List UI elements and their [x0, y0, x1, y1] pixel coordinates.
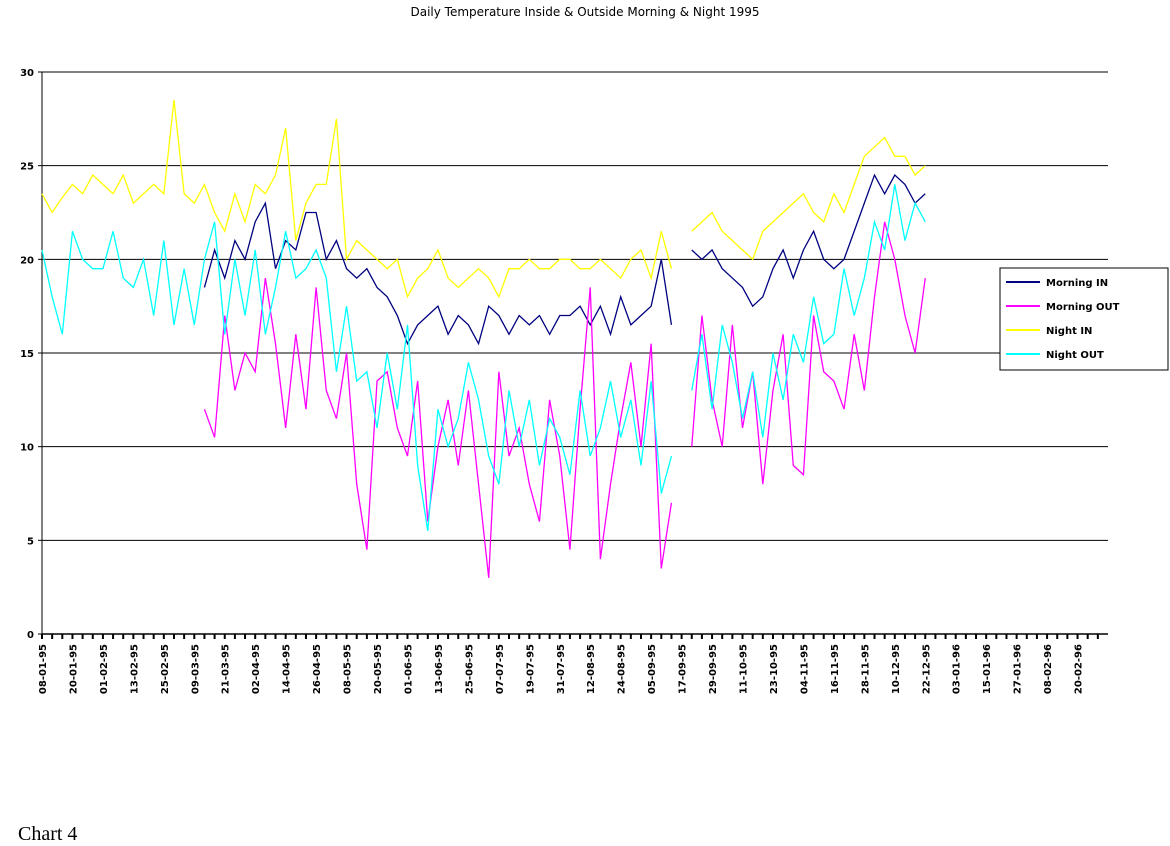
x-tick-label: 08-02-96 — [1043, 644, 1054, 694]
series-line — [691, 184, 926, 438]
x-tick-label: 07-07-95 — [495, 644, 506, 694]
x-tick-label: 09-03-95 — [190, 644, 201, 694]
x-tick-label: 22-12-95 — [921, 644, 932, 694]
series-line — [691, 136, 926, 261]
x-tick-label: 01-02-95 — [99, 644, 110, 694]
series-line — [203, 201, 673, 346]
x-tick-label: 04-11-95 — [799, 644, 810, 694]
x-tick-label: 03-01-96 — [952, 644, 963, 694]
x-tick-label: 26-04-95 — [312, 644, 323, 694]
x-tick-label: 01-06-95 — [403, 644, 414, 694]
x-tick-label: 05-09-95 — [647, 644, 658, 694]
x-tick-label: 20-01-95 — [68, 644, 79, 694]
x-tick-label: 28-11-95 — [860, 644, 871, 694]
y-tick-label: 15 — [20, 349, 34, 360]
x-tick-label: 15-01-96 — [982, 644, 993, 694]
x-tick-label: 12-08-95 — [586, 644, 597, 694]
x-tick-label: 27-01-96 — [1013, 644, 1024, 694]
x-tick-label: 20-02-96 — [1074, 644, 1085, 694]
y-tick-label: 30 — [20, 68, 34, 79]
series-line — [691, 173, 926, 308]
x-tick-label: 25-02-95 — [160, 644, 171, 694]
x-tick-label: 23-10-95 — [769, 644, 780, 694]
series-line — [203, 277, 673, 578]
x-tick-label: 13-06-95 — [434, 644, 445, 694]
legend-label: Night IN — [1046, 326, 1092, 337]
series-line — [41, 221, 673, 532]
y-tick-label: 25 — [20, 162, 34, 173]
x-tick-label: 10-12-95 — [891, 644, 902, 694]
legend-label: Night OUT — [1046, 350, 1104, 361]
y-tick-label: 5 — [27, 536, 34, 547]
chart-caption: Chart 4 — [18, 823, 77, 845]
chart-title: Daily Temperature Inside & Outside Morni… — [410, 5, 759, 19]
legend-label: Morning IN — [1046, 278, 1108, 289]
x-tick-label: 24-08-95 — [617, 644, 628, 694]
y-tick-label: 0 — [27, 630, 34, 641]
series-line — [691, 221, 926, 485]
y-tick-label: 20 — [20, 255, 34, 266]
x-tick-label: 31-07-95 — [556, 644, 567, 694]
x-tick-label: 19-07-95 — [525, 644, 536, 694]
y-tick-label: 10 — [20, 443, 34, 454]
x-tick-label: 14-04-95 — [282, 644, 293, 694]
x-tick-label: 11-10-95 — [739, 644, 750, 694]
x-tick-label: 21-03-95 — [221, 644, 232, 694]
x-tick-label: 20-05-95 — [373, 644, 384, 694]
legend: Morning IN Morning OUT Night IN Night OUT — [999, 267, 1169, 371]
x-tick-label: 08-05-95 — [343, 644, 354, 694]
x-tick-label: 29-09-95 — [708, 644, 719, 694]
x-tick-label: 02-04-95 — [251, 644, 262, 694]
x-tick-label: 13-02-95 — [129, 644, 140, 694]
x-tick-label: 17-09-95 — [678, 644, 689, 694]
legend-label: Morning OUT — [1046, 302, 1120, 313]
x-tick-label: 25-06-95 — [464, 644, 475, 694]
series-line — [41, 100, 673, 299]
x-tick-label: 16-11-95 — [830, 644, 841, 694]
x-tick-label: 08-01-95 — [38, 644, 49, 694]
